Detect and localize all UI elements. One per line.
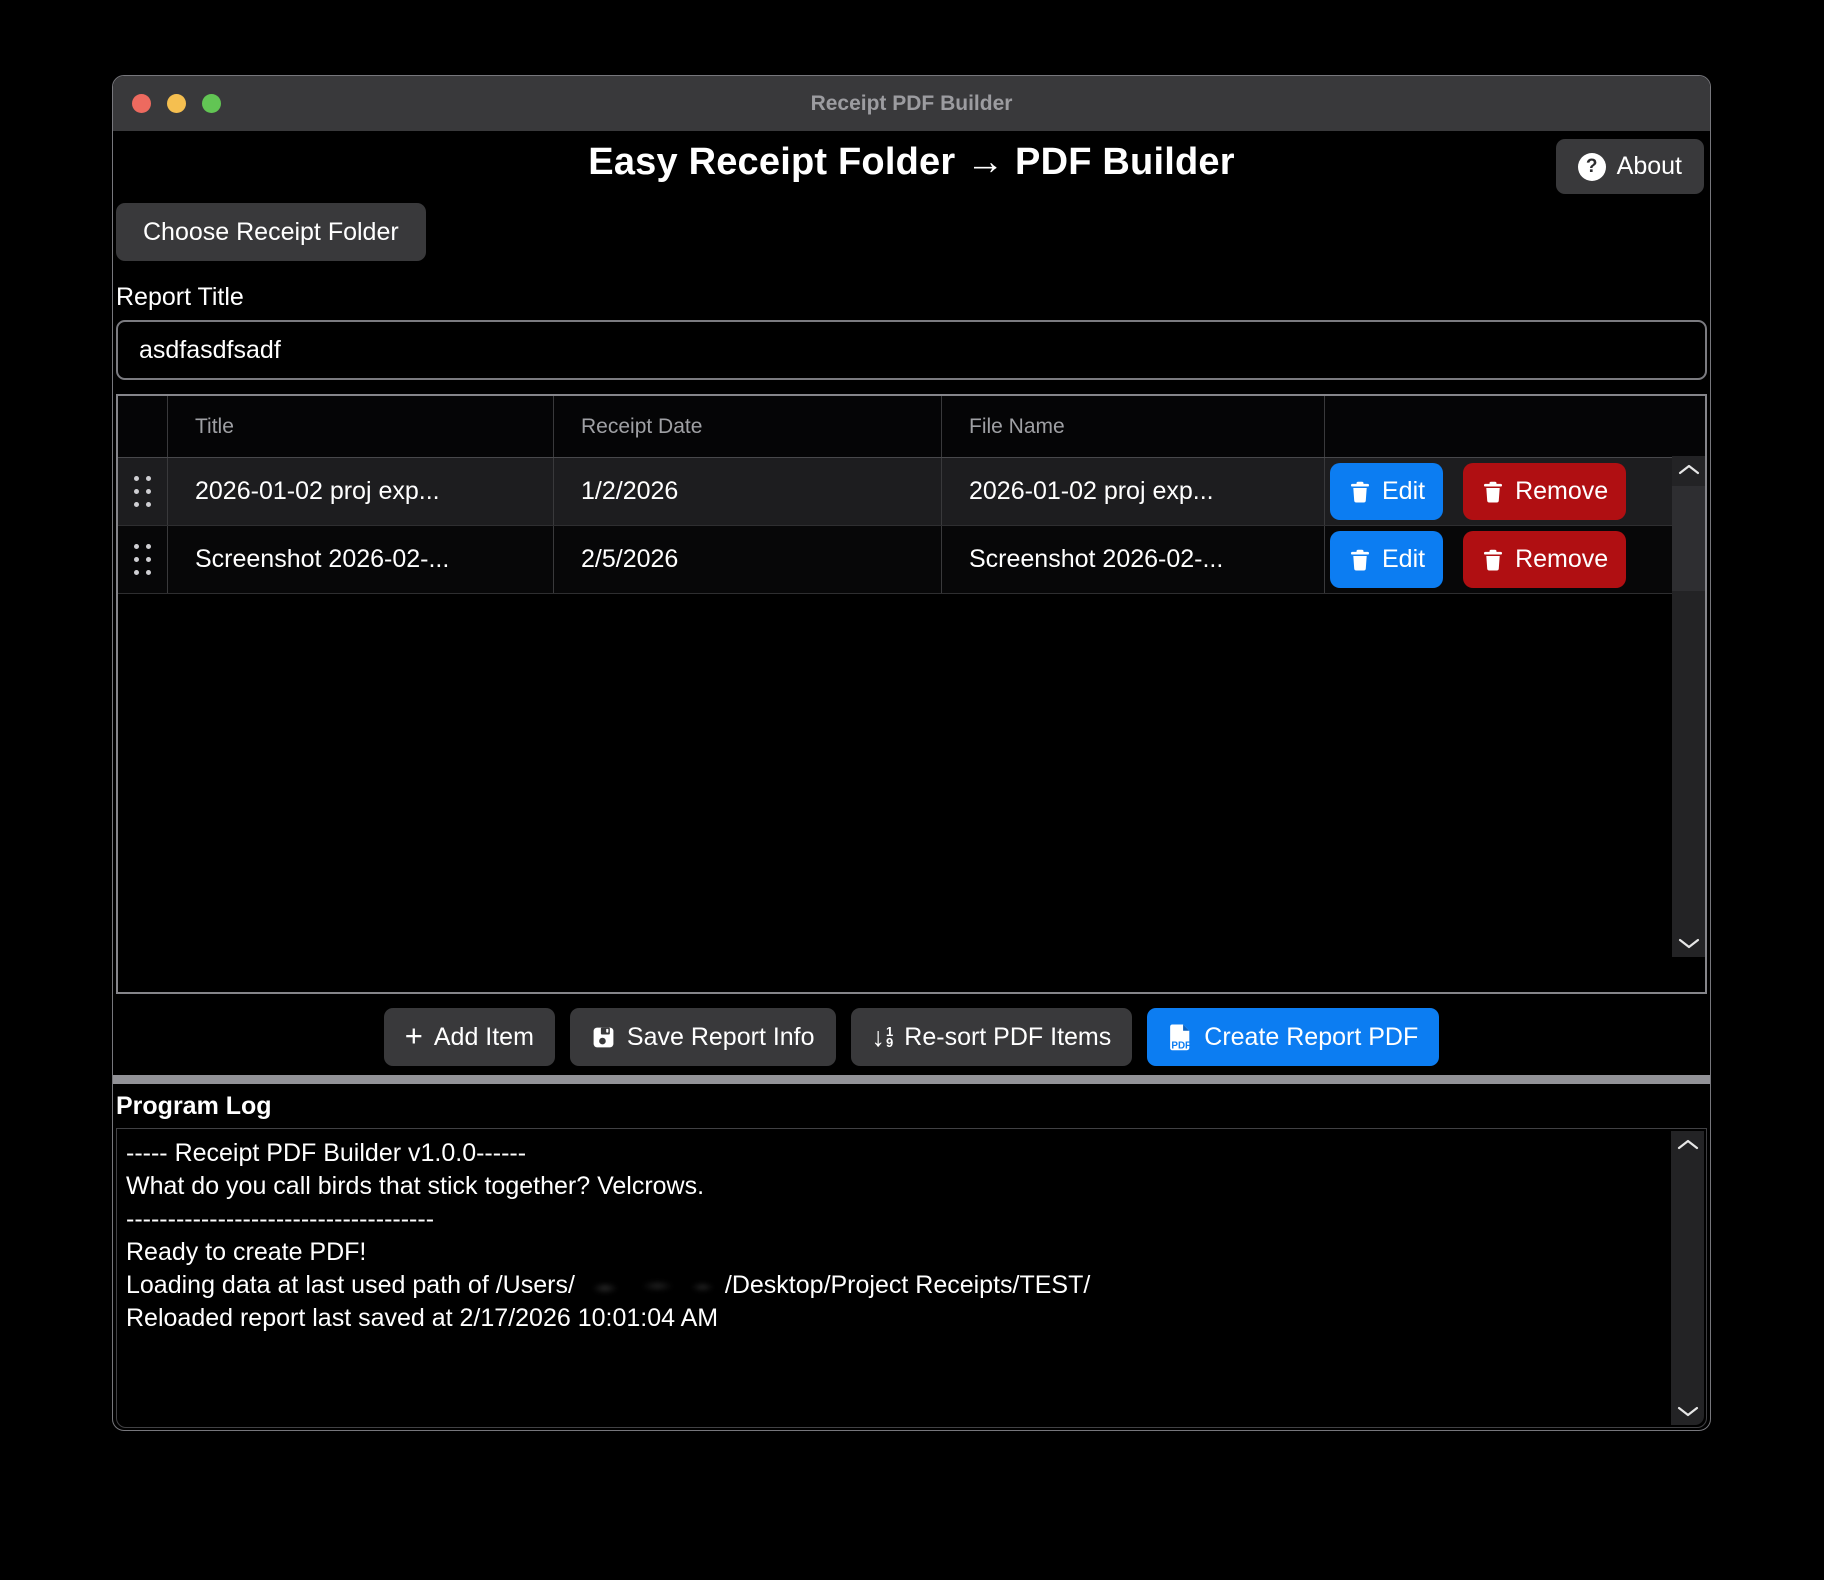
plus-icon: + [404, 1018, 423, 1053]
save-report-info-button[interactable]: Save Report Info [569, 1008, 836, 1066]
column-header-title: Title [168, 396, 554, 457]
title-bar: Receipt PDF Builder [113, 76, 1710, 131]
trash-icon [1351, 481, 1369, 502]
row-file-cell: 2026-01-02 proj exp... [942, 458, 1325, 525]
program-log-heading: Program Log [116, 1092, 272, 1120]
window-title: Receipt PDF Builder [810, 91, 1013, 115]
table-row[interactable]: 2026-01-02 proj exp... 1/2/2026 2026-01-… [118, 458, 1705, 526]
save-floppy-icon [593, 1027, 614, 1047]
row-date-cell: 1/2/2026 [554, 458, 942, 525]
edit-button-label: Edit [1382, 477, 1426, 505]
create-report-pdf-label: Create Report PDF [1204, 1022, 1419, 1051]
minimize-window-button[interactable] [167, 94, 186, 113]
column-header-file-name: File Name [942, 396, 1325, 457]
scroll-up-icon[interactable] [1675, 1138, 1701, 1151]
scrollbar-thumb[interactable] [1672, 486, 1705, 591]
program-log-output: ----- Receipt PDF Builder v1.0.0------ W… [116, 1128, 1707, 1428]
remove-button-label: Remove [1515, 477, 1609, 505]
remove-button[interactable]: Remove [1463, 531, 1627, 588]
drag-handle-icon[interactable] [134, 476, 151, 507]
about-button[interactable]: ? About [1555, 139, 1704, 194]
trash-icon [1351, 549, 1369, 570]
column-header-actions [1325, 396, 1705, 457]
about-button-label: About [1616, 152, 1682, 180]
scroll-up-icon[interactable] [1676, 463, 1702, 476]
row-file-cell: Screenshot 2026-02-... [942, 526, 1325, 593]
trash-icon [1484, 549, 1503, 570]
redacted-username [574, 1275, 725, 1298]
log-line: Reloaded report last saved at 2/17/2026 … [126, 1304, 719, 1332]
log-line: Ready to create PDF! [126, 1238, 367, 1266]
program-log-section: Program Log ----- Receipt PDF Builder v1… [113, 1084, 1710, 1430]
table-header-row: Title Receipt Date File Name [118, 396, 1705, 458]
save-report-info-label: Save Report Info [626, 1022, 815, 1051]
column-header-receipt-date: Receipt Date [554, 396, 942, 457]
drag-handle-icon[interactable] [134, 544, 151, 575]
svg-text:PDF: PDF [1172, 1040, 1192, 1051]
row-title-cell: Screenshot 2026-02-... [168, 526, 554, 593]
create-report-pdf-button[interactable]: PDF Create Report PDF [1147, 1008, 1440, 1066]
log-line: ----- Receipt PDF Builder v1.0.0------ [126, 1139, 527, 1167]
add-item-label: Add Item [433, 1022, 534, 1051]
row-title-cell: 2026-01-02 proj exp... [168, 458, 554, 525]
table-scrollbar[interactable] [1672, 456, 1705, 957]
edit-button-label: Edit [1382, 545, 1426, 573]
log-scrollbar[interactable] [1671, 1131, 1704, 1425]
log-line: ------------------------------------- [126, 1205, 435, 1233]
remove-button[interactable]: Remove [1463, 463, 1627, 520]
resort-pdf-items-label: Re-sort PDF Items [904, 1022, 1112, 1051]
row-date-cell: 2/5/2026 [554, 526, 942, 593]
traffic-lights [132, 94, 221, 113]
edit-button[interactable]: Edit [1330, 531, 1444, 588]
page-title: Easy Receipt Folder → PDF Builder [588, 141, 1235, 183]
report-title-input[interactable] [116, 320, 1707, 380]
scroll-down-icon[interactable] [1676, 937, 1702, 950]
log-line-path: Loading data at last used path of /Users… [126, 1271, 1091, 1299]
zoom-window-button[interactable] [202, 94, 221, 113]
log-line: What do you call birds that stick togeth… [126, 1172, 705, 1200]
trash-icon [1484, 481, 1503, 502]
question-mark-icon: ? [1577, 152, 1606, 181]
scroll-down-icon[interactable] [1675, 1405, 1701, 1418]
pdf-file-icon: PDF [1170, 1024, 1192, 1051]
choose-receipt-folder-button[interactable]: Choose Receipt Folder [116, 203, 426, 261]
add-item-button[interactable]: + Add Item [383, 1008, 555, 1066]
close-window-button[interactable] [132, 94, 151, 113]
remove-button-label: Remove [1515, 545, 1609, 573]
column-header-drag [118, 396, 168, 457]
receipts-table: Title Receipt Date File Name 2026-01-02 … [116, 394, 1707, 994]
app-window: Receipt PDF Builder Easy Receipt Folder … [112, 75, 1711, 1431]
report-title-label: Report Title [116, 283, 244, 311]
table-row[interactable]: Screenshot 2026-02-... 2/5/2026 Screensh… [118, 526, 1705, 594]
pane-splitter[interactable] [113, 1075, 1710, 1084]
edit-button[interactable]: Edit [1330, 463, 1444, 520]
